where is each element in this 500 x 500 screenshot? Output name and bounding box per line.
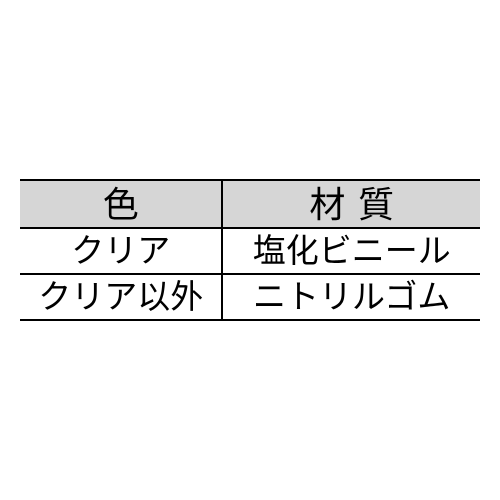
table-row: クリア 塩化ビニール	[20, 228, 480, 274]
cell-material: 塩化ビニール	[222, 228, 480, 274]
cell-color: クリア	[20, 228, 222, 274]
table-row: クリア以外 ニトリルゴム	[20, 274, 480, 320]
canvas: 色 材質 クリア 塩化ビニール クリア以外 ニトリルゴム	[0, 0, 500, 500]
cell-color: クリア以外	[20, 274, 222, 320]
col-header-color: 色	[20, 180, 222, 228]
cell-material: ニトリルゴム	[222, 274, 480, 320]
spec-table: 色 材質 クリア 塩化ビニール クリア以外 ニトリルゴム	[20, 179, 480, 321]
table-header-row: 色 材質	[20, 180, 480, 228]
col-header-material: 材質	[222, 180, 480, 228]
